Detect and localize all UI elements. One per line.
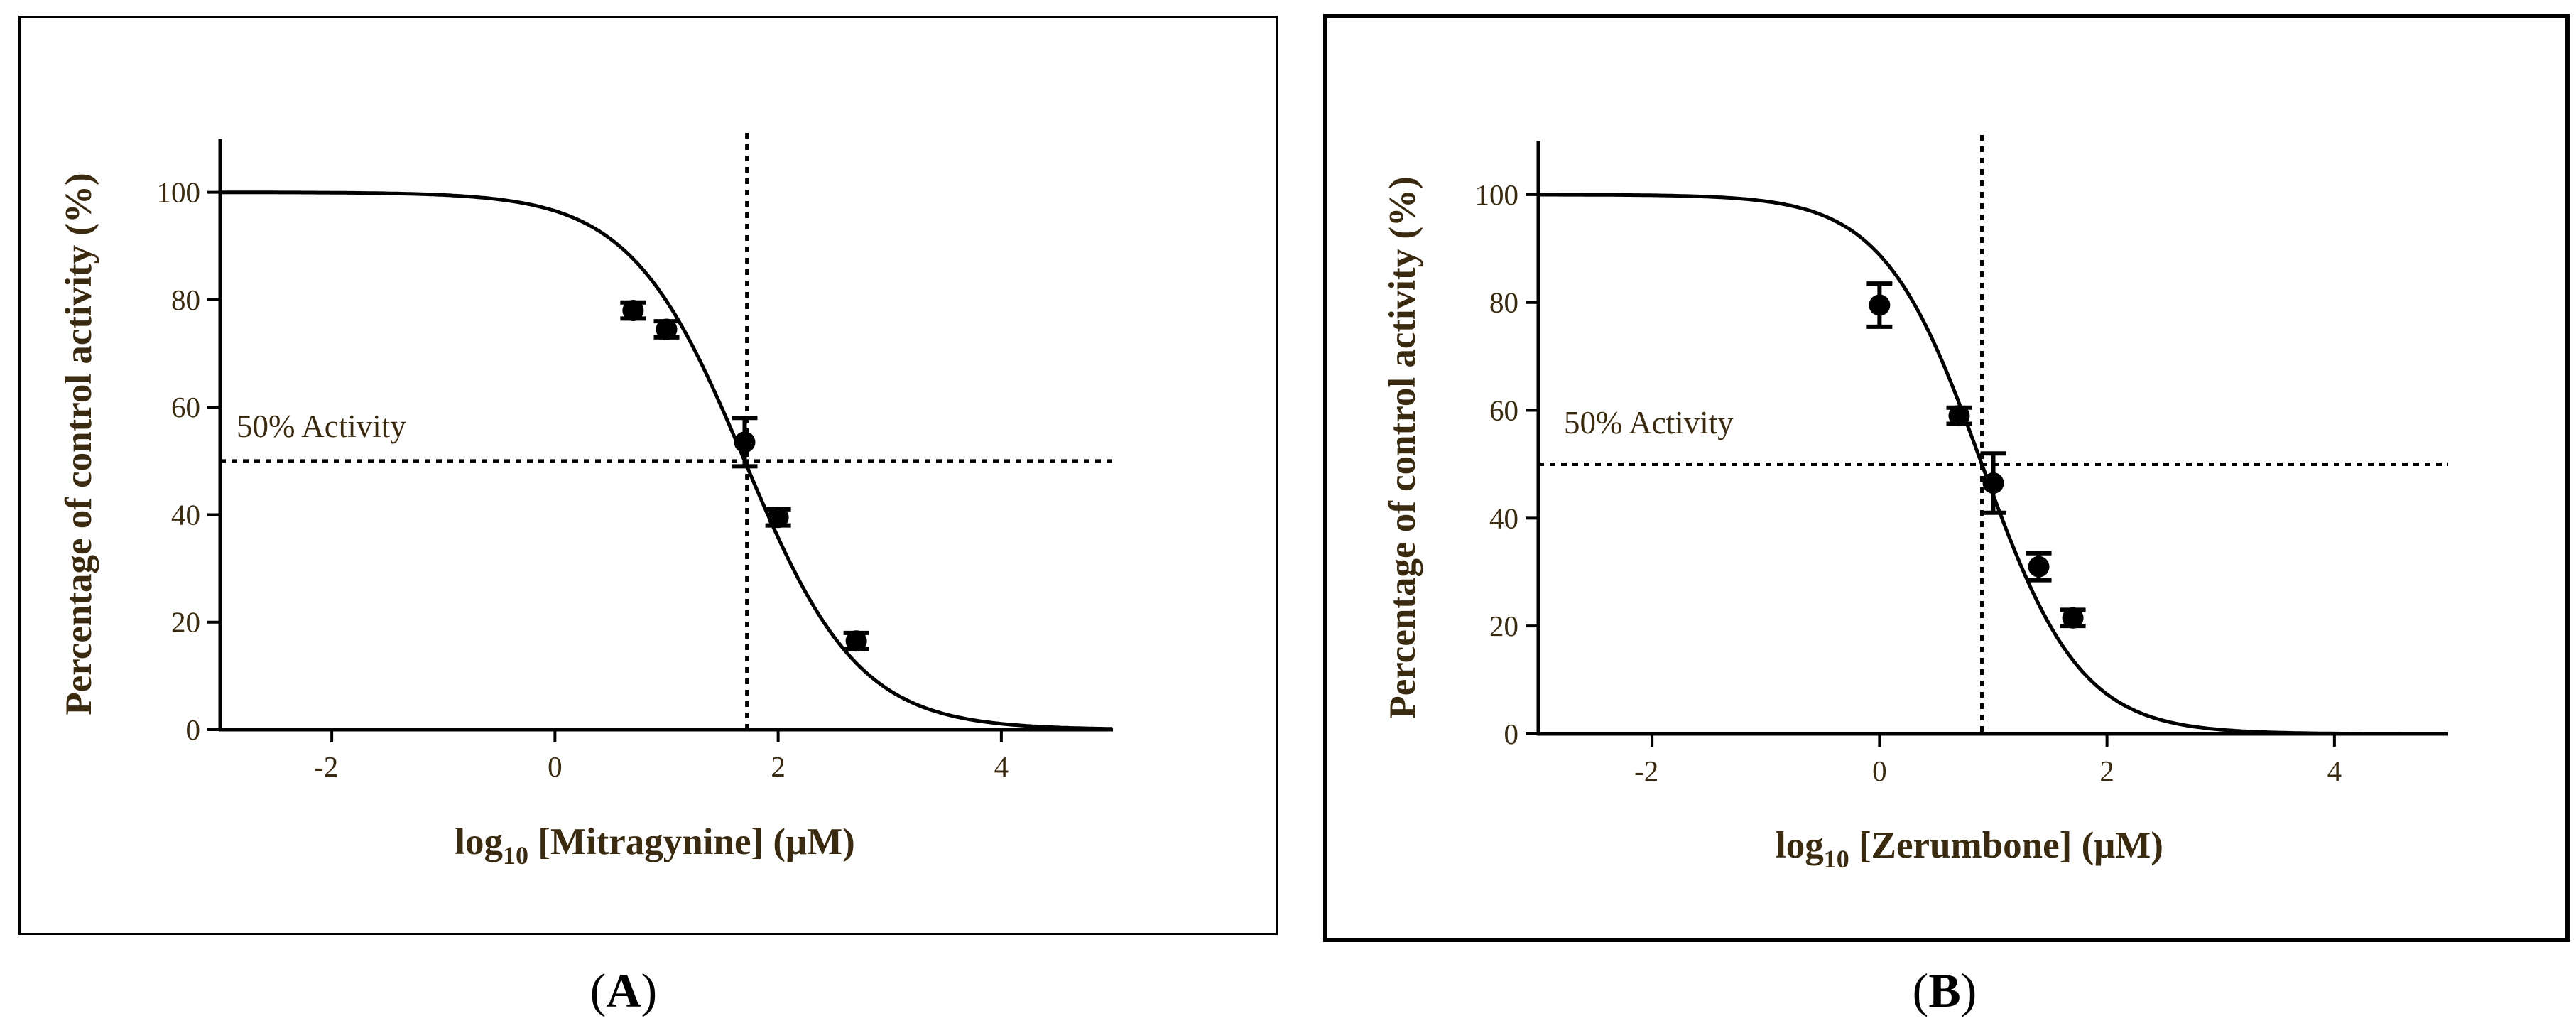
panel-a-y-tick-label: 80 (171, 283, 200, 316)
panel-a-x-tick-label: 2 (771, 750, 786, 783)
panel-a-y-tick-label: 0 (186, 713, 201, 746)
panel-a-y-tick-label: 60 (171, 391, 200, 423)
panel-b-x-axis-label-log: log (1776, 825, 1824, 866)
panel-a-data-point (767, 507, 789, 529)
panel-a-data-point (656, 318, 678, 340)
panel-a-y-axis-label: Percentage of control activity (%) (58, 173, 99, 715)
panel-a-label: (A) (589, 963, 658, 1017)
panel-b-data-point (2028, 556, 2050, 578)
panel-b-data-point (1948, 405, 1970, 427)
panel-b-x-tick-label: -2 (1634, 755, 1658, 787)
panel-b-x-tick-label: 0 (1872, 755, 1887, 787)
panel-a-x-tick-label: -2 (314, 750, 338, 783)
panel-b-x-axis-label-compound: [Zerumbone] (μM) (1849, 825, 2163, 866)
panel-b-data-point (1869, 294, 1891, 316)
panel-a-x-tick-label: 4 (994, 750, 1009, 783)
panel-a-x-axis-label-subscript: 10 (503, 841, 528, 870)
panel-b-y-tick-label: 80 (1489, 286, 1518, 319)
panel-a-x-tick-label: 0 (548, 750, 563, 783)
panel-a-y-tick-label: 20 (171, 606, 200, 639)
panel-b-y-tick-label: 40 (1489, 502, 1518, 534)
panel-b-data-point (1982, 472, 2004, 494)
panel-b-annotation-50-activity: 50% Activity (1564, 405, 1734, 440)
panel-a-x-axis-label-log: log (455, 821, 503, 862)
panel-b-data-point (2062, 607, 2084, 629)
panel-a-frame (18, 16, 1278, 935)
panel-b-label: (B) (1912, 963, 1977, 1017)
panel-b-x-tick-label: 4 (2327, 755, 2342, 787)
panel-a-data-point (845, 630, 867, 652)
panel-a-data-point (734, 431, 756, 453)
panel-a-y-tick-label: 40 (171, 498, 200, 531)
panel-b-y-axis-label: Percentage of control activity (%) (1382, 176, 1423, 718)
panel-b-x-axis-label: log10 [Zerumbone] (μM) (1776, 825, 2163, 873)
panel-b-y-tick-label: 20 (1489, 610, 1518, 642)
panel-a-x-axis-label: log10 [Mitragynine] (μM) (455, 821, 855, 870)
panel-b-x-tick-label: 2 (2099, 755, 2114, 787)
panel-b-y-tick-label: 60 (1489, 394, 1518, 427)
panel-a-y-tick-label: 100 (157, 176, 201, 209)
panel-a-x-axis-label-compound: [Mitragynine] (μM) (528, 821, 855, 862)
panel-b-x-axis-label-subscript: 10 (1824, 845, 1849, 873)
panel-a-data-point (622, 300, 644, 322)
panel-a-fit-curve (220, 190, 1113, 731)
panel-b-y-tick-label: 0 (1504, 718, 1519, 750)
panel-b-frame (1323, 14, 2570, 942)
panel-a-annotation-50-activity: 50% Activity (237, 409, 406, 444)
panel-b-y-tick-label: 100 (1475, 178, 1519, 211)
